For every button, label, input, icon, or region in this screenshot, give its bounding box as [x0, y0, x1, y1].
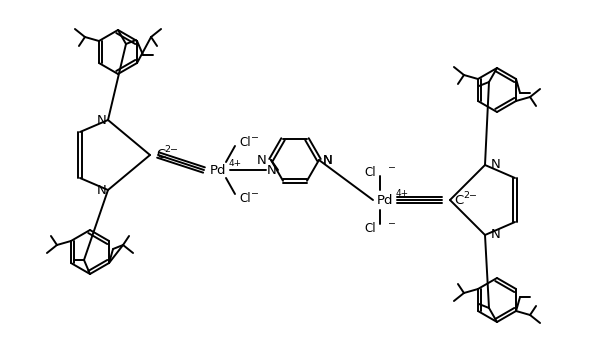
Text: N: N	[491, 158, 501, 172]
Text: Cl: Cl	[364, 166, 376, 179]
Text: N: N	[97, 184, 107, 197]
Text: Cl: Cl	[239, 136, 251, 149]
Text: C: C	[156, 149, 165, 162]
Text: 2−: 2−	[463, 191, 477, 199]
Text: Pd: Pd	[377, 193, 393, 207]
Text: −: −	[388, 219, 396, 227]
Text: N: N	[97, 114, 107, 126]
Text: −: −	[251, 189, 259, 197]
Text: N: N	[257, 154, 267, 167]
Text: N: N	[267, 163, 277, 176]
Text: C: C	[454, 193, 463, 207]
Text: 4+: 4+	[396, 190, 409, 198]
Text: N: N	[323, 154, 333, 167]
Text: 2−: 2−	[164, 145, 178, 155]
Text: N: N	[323, 154, 333, 167]
Text: Pd: Pd	[210, 163, 226, 176]
Text: 4+: 4+	[229, 160, 242, 168]
Text: Cl: Cl	[239, 191, 251, 204]
Text: Cl: Cl	[364, 221, 376, 234]
Text: −: −	[388, 162, 396, 172]
Text: N: N	[491, 228, 501, 241]
Text: −: −	[251, 132, 259, 142]
